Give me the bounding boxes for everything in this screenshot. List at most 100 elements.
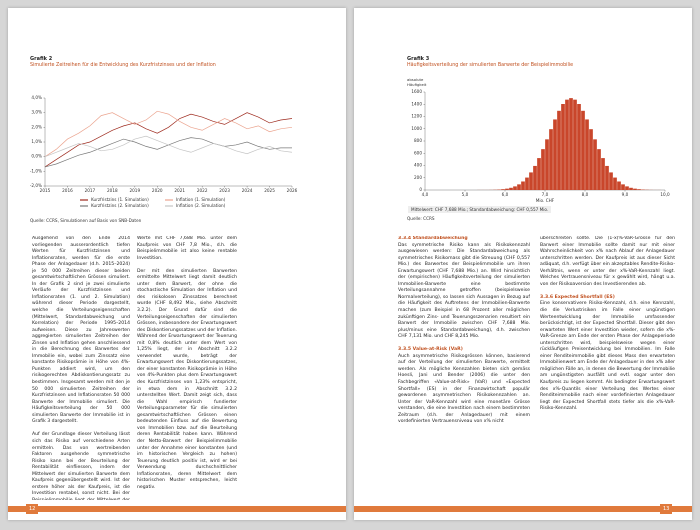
section-heading: 3.3.6 Expected Shortfall (ES) bbox=[540, 294, 615, 300]
histogram-bar bbox=[569, 98, 573, 190]
histogram-bar bbox=[593, 139, 597, 190]
histogram-bar bbox=[537, 158, 541, 190]
paragraph: Auf der Grundlage dieser Verteilung läss… bbox=[32, 432, 130, 500]
y-tick-label: 0 bbox=[419, 187, 422, 192]
x-tick-label: 7,0 bbox=[542, 192, 549, 197]
x-tick-label: 2015 bbox=[40, 188, 51, 193]
x-tick-label: 2021 bbox=[174, 188, 185, 193]
histogram-bar bbox=[521, 181, 525, 190]
y-tick-label: 800 bbox=[414, 138, 422, 143]
histogram-bar bbox=[601, 158, 605, 190]
histogram-bar bbox=[525, 177, 529, 190]
text-column: Werte mit CHF 7,688 Mio. unter dem Kaufp… bbox=[137, 236, 237, 500]
histogram-bar bbox=[629, 187, 633, 190]
y-tick-label: 2,0% bbox=[31, 124, 42, 129]
y-tick-label: 3,0% bbox=[31, 110, 42, 115]
histogram-bar bbox=[541, 149, 545, 190]
text-column: überschreiten sollte. Die (1-x)%-VaR-Grö… bbox=[540, 236, 675, 500]
x-tick-label: 10,0 bbox=[660, 192, 670, 197]
paragraph: Auch asymmetrische Risikogrössen können,… bbox=[398, 353, 530, 425]
right-page bbox=[354, 8, 692, 520]
x-tick-label: 6,0 bbox=[502, 192, 509, 197]
legend-label: Inflation (2. Simulation) bbox=[176, 203, 226, 208]
x-tick-label: 2026 bbox=[287, 188, 298, 193]
x-tick-label: 9,0 bbox=[622, 192, 629, 197]
series-line bbox=[44, 137, 292, 168]
figure-title: Simulierte Zeitreihen für die Entwicklun… bbox=[30, 63, 216, 68]
paragraph: Ausgehend von den Ende 2014 vorliegenden… bbox=[32, 236, 130, 425]
histogram-bar bbox=[545, 139, 549, 190]
figure-label: Grafik 2 bbox=[30, 56, 53, 62]
series-line bbox=[44, 112, 293, 168]
histogram-bar bbox=[605, 165, 609, 190]
legend-label: Kurzfristzins (1. Simulation) bbox=[91, 197, 149, 202]
y-tick-label: -1,0% bbox=[30, 168, 42, 173]
paragraph: überschreiten sollte. Die (1-x)%-VaR-Grö… bbox=[540, 236, 675, 287]
paragraph: Der mit den simulierten Barwerten ermitt… bbox=[137, 268, 237, 490]
figure-source: Quelle: CCRS bbox=[407, 216, 435, 221]
histogram-bar bbox=[633, 188, 637, 190]
paragraph: Werte mit CHF 7,688 Mio. unter dem Kaufp… bbox=[137, 236, 237, 261]
histogram-bar bbox=[561, 104, 565, 190]
histogram-bar bbox=[609, 172, 613, 190]
legend-label: Kurzfristzins (2. Simulation) bbox=[91, 203, 149, 208]
y-tick-label: 1,0% bbox=[31, 139, 42, 144]
series-line bbox=[44, 110, 293, 157]
y-tick-label: 1400 bbox=[411, 101, 422, 106]
histogram-bar bbox=[557, 110, 561, 190]
x-tick-label: 2023 bbox=[219, 188, 230, 193]
x-tick-label: 2019 bbox=[129, 188, 140, 193]
histogram-bar bbox=[501, 189, 505, 190]
histogram-bar bbox=[589, 129, 593, 190]
histogram-bar bbox=[585, 119, 589, 190]
footer-bar bbox=[8, 506, 346, 512]
series-line bbox=[44, 135, 293, 157]
section-heading: 3.3.5 Value-at-Risk (VaR) bbox=[398, 347, 463, 353]
y-tick-label: 600 bbox=[414, 150, 422, 155]
page-number: 13 bbox=[660, 504, 673, 514]
x-tick-label: 8,0 bbox=[582, 192, 589, 197]
footer-bar bbox=[354, 506, 692, 512]
histogram-bar bbox=[597, 149, 601, 190]
histogram-bar bbox=[637, 189, 641, 190]
x-tick-label: 2024 bbox=[242, 188, 253, 193]
histogram-bar bbox=[529, 172, 533, 190]
legend-label: Inflation (1. Simulation) bbox=[176, 197, 226, 202]
figure-note: Mittelwert: CHF 7,688 Mio.; Standardabwe… bbox=[408, 206, 552, 213]
x-tick-label: 2025 bbox=[264, 188, 275, 193]
section-heading: 3.3.4 Standardabweichung bbox=[398, 236, 468, 241]
histogram-bar bbox=[553, 119, 557, 190]
y-tick-label: 400 bbox=[414, 163, 422, 168]
histogram-bar bbox=[517, 184, 521, 190]
histogram-bar bbox=[613, 177, 617, 190]
y-tick-label: -2,0% bbox=[30, 183, 42, 188]
y-tick-label: 200 bbox=[414, 175, 422, 180]
histogram-bar bbox=[509, 187, 513, 190]
histogram-bar bbox=[565, 99, 569, 190]
x-axis-label: Mio. CHF bbox=[536, 198, 555, 203]
histogram-bar bbox=[621, 184, 625, 190]
histogram-bar bbox=[625, 186, 629, 190]
x-tick-label: 2016 bbox=[62, 188, 73, 193]
y-tick-label: 4,0% bbox=[31, 95, 42, 100]
text-column: 3.3.4 Standardabweichung Das symmetrische… bbox=[398, 236, 530, 500]
y-axis-label: absolute Häufigkeit bbox=[407, 77, 427, 87]
histogram-bar bbox=[581, 110, 585, 190]
y-tick-label: 0,0% bbox=[31, 154, 42, 159]
histogram-bar bbox=[573, 99, 577, 190]
left-page bbox=[8, 8, 346, 520]
y-tick-label: 1200 bbox=[411, 114, 422, 119]
figure-label: Grafik 3 bbox=[407, 56, 430, 62]
page-number: 12 bbox=[26, 504, 39, 514]
histogram-bar bbox=[533, 165, 537, 190]
figure-title: Häufigkeitsverteilung der simulierten Ba… bbox=[407, 63, 574, 68]
histogram-bar bbox=[577, 104, 581, 190]
x-tick-label: 4,0 bbox=[422, 192, 429, 197]
histogram-bar bbox=[617, 181, 621, 190]
paragraph: Eine konservativere Risiko-Kennzahl, d.h… bbox=[540, 301, 675, 412]
histogram-bar bbox=[513, 186, 517, 190]
figure-source: Quelle: CCRS, Simulationen auf Basis von… bbox=[30, 218, 142, 223]
